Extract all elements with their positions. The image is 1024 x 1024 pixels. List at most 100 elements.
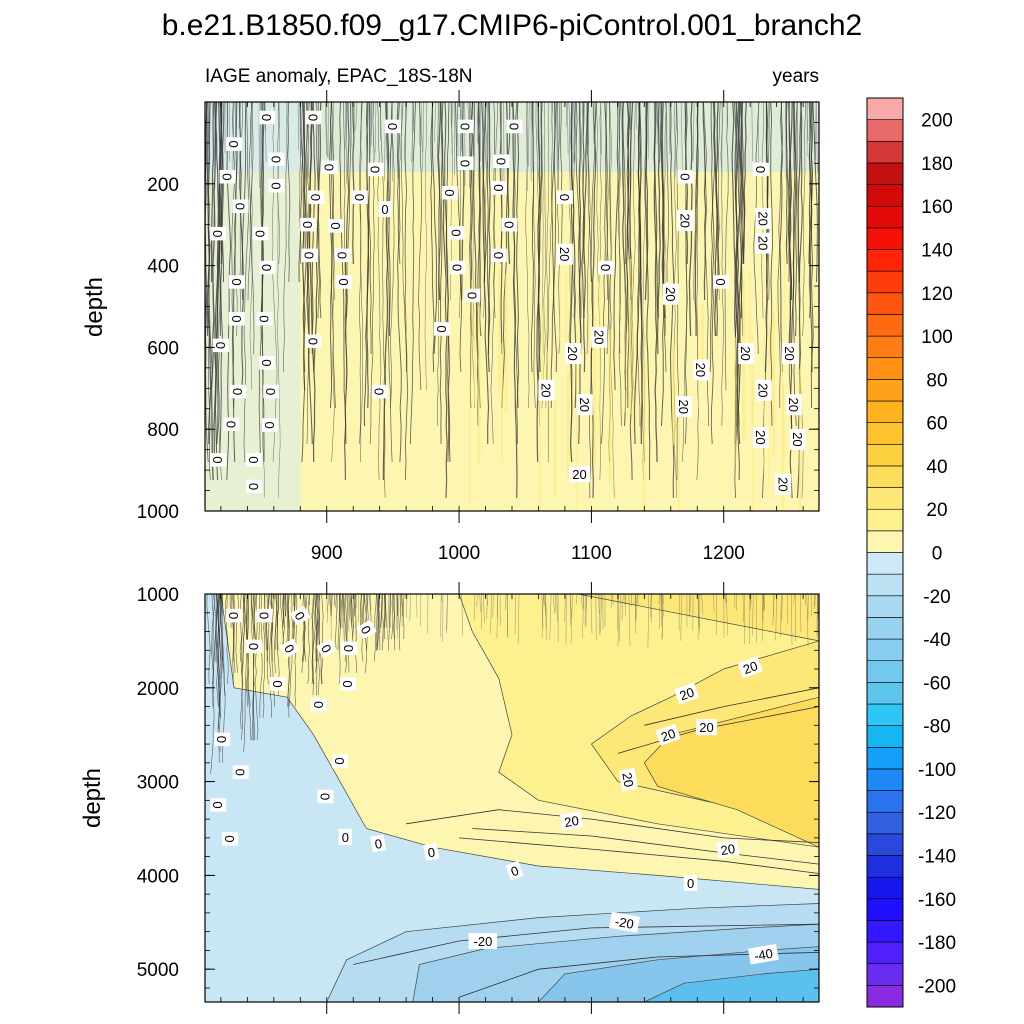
lower-shallow-contour <box>377 594 381 651</box>
contour-label: 0 <box>449 260 466 275</box>
lower-surface-contour <box>328 594 330 605</box>
lower-surface-contour <box>598 594 601 636</box>
contour-label: 0 <box>338 828 352 845</box>
contour-label-text: 0 <box>507 123 522 130</box>
contour-label-box <box>752 426 769 448</box>
upper-surface-contour <box>583 102 585 136</box>
contour-label-box <box>246 639 262 654</box>
contour-label-text: 0 <box>340 680 355 687</box>
colorbar-segment <box>866 682 904 705</box>
contour-label-box <box>696 719 717 736</box>
upper-surface-contour <box>592 102 595 145</box>
y-tick-label: 400 <box>147 257 179 278</box>
lower-shallow-contour <box>362 594 364 628</box>
upper-contour-line <box>516 102 520 409</box>
upper-contour-field <box>205 102 819 511</box>
contour-label-text: 20 <box>678 684 697 703</box>
upper-surface-contour <box>636 102 638 130</box>
contour-label-text: 0 <box>464 292 479 299</box>
lower-shallow-contour <box>352 594 355 640</box>
upper-contour-line <box>343 102 348 391</box>
upper-contour-line <box>472 102 475 408</box>
contour-label-box <box>609 911 640 933</box>
contour-label-box <box>219 170 236 184</box>
upper-surface-contour <box>374 102 377 153</box>
colorbar-tick-label: -40 <box>923 630 950 651</box>
colorbar-segment <box>866 552 904 575</box>
contour-label: 0 <box>378 201 392 218</box>
colorbar-tick-label: -120 <box>918 803 956 824</box>
lower-shallow-contour <box>338 594 341 628</box>
contour-label: 20 <box>674 682 700 705</box>
upper-surface-contour <box>411 102 414 163</box>
contour-label-text: 0 <box>501 221 516 228</box>
upper-positive-streak <box>501 342 504 463</box>
upper-contour-line <box>788 102 792 355</box>
contour-label: 20 <box>755 232 772 254</box>
lower-surface-contour <box>650 594 652 619</box>
lower-surface-contour <box>387 594 390 640</box>
contour-label-text: 0 <box>233 769 248 776</box>
contour-label-text: 20 <box>699 720 713 735</box>
colorbar-tick-label: -140 <box>918 847 956 868</box>
contour-label: 0 <box>210 798 227 812</box>
upper-surface-contour <box>324 102 327 156</box>
contour-label-text: 20 <box>755 211 770 225</box>
contour-label-box <box>226 137 243 151</box>
upper-contour-line <box>276 102 280 265</box>
lower-surface-contour <box>517 594 520 644</box>
contour-label: 0 <box>490 181 507 195</box>
contour-label-text: 0 <box>214 736 229 743</box>
lower-shallow-contour <box>243 594 249 752</box>
lower-contour-20-a <box>406 809 819 843</box>
upper-positive-streak <box>772 313 776 455</box>
contour-label-box <box>423 842 440 861</box>
contour-label-box <box>212 338 229 353</box>
contour-label: 0 <box>214 732 231 747</box>
y-tick-label: 3000 <box>137 773 179 794</box>
contour-label: 0 <box>228 275 245 289</box>
contour-label-text: 20 <box>677 213 692 227</box>
contour-label-box <box>538 379 555 401</box>
upper-surface-contour <box>397 102 399 179</box>
upper-contour-line <box>589 102 596 498</box>
contour-label: 0 <box>501 217 518 232</box>
lower-shallow-contour <box>282 594 285 651</box>
contour-label-text: 20 <box>786 397 801 411</box>
contour-label-text: 0 <box>687 876 694 891</box>
upper-contour-line <box>644 102 651 481</box>
contour-label-text: 20 <box>572 467 586 482</box>
contour-label: 0 <box>683 874 698 891</box>
lower-surface-contour <box>479 594 481 613</box>
upper-surface-contour <box>573 102 575 164</box>
contour-label-box <box>263 384 280 399</box>
lower-surface-contour <box>781 594 783 621</box>
upper-contour-line <box>359 102 363 445</box>
lower-surface-contour <box>483 594 485 624</box>
contour-label-box <box>506 119 523 134</box>
upper-contour-line <box>709 102 716 373</box>
lower-shallow-contour <box>253 594 256 640</box>
lower-surface-contour <box>395 594 398 616</box>
lower-shallow-contour <box>344 594 347 640</box>
contour-label: 0 <box>332 754 348 768</box>
upper-contour-line <box>466 102 472 265</box>
upper-positive-streak <box>749 272 751 370</box>
upper-surface-contour <box>344 102 346 150</box>
contour-label: 0 <box>261 418 278 432</box>
colorbar-tick-label: -180 <box>918 933 956 954</box>
lower-surface-contour <box>816 594 818 635</box>
upper-contour-line <box>712 102 719 337</box>
lower-surface-contour <box>367 594 369 607</box>
upper-contour-line <box>400 102 407 373</box>
contour-label-box <box>210 226 227 241</box>
contour-label: 20 <box>693 359 710 381</box>
upper-positive-streak <box>559 259 561 352</box>
contour-label: 0 <box>328 219 344 233</box>
upper-positive-streak <box>538 400 541 511</box>
contour-label: 0 <box>269 677 286 691</box>
contour-label: 0 <box>246 479 262 494</box>
upper-contour-line <box>238 102 244 391</box>
lower-shallow-contour <box>302 594 305 662</box>
